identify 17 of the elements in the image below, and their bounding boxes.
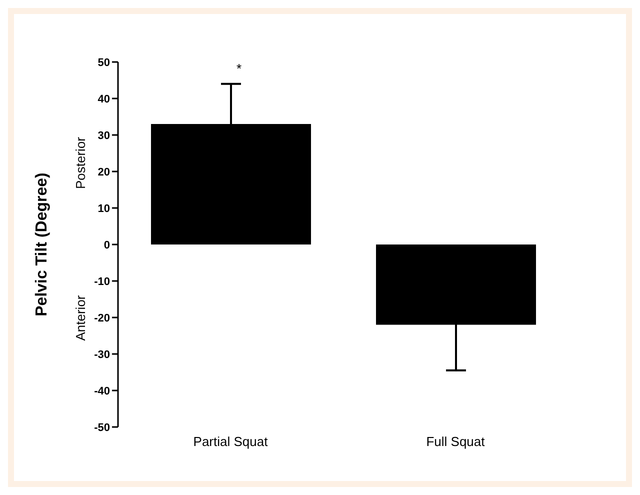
y-tick-label: 50 <box>98 56 110 69</box>
y-tick-label: -10 <box>94 276 110 288</box>
y-tick-label: -20 <box>94 312 110 324</box>
annotation: * <box>235 60 243 76</box>
y-tick-label: 0 <box>104 239 110 252</box>
y-tick-label: 30 <box>98 130 110 142</box>
x-tick-label: Partial Squat <box>193 434 268 450</box>
y-tick-label: 40 <box>98 93 110 106</box>
y-tick-label: -40 <box>94 385 110 398</box>
y-tick-label: -30 <box>94 348 110 361</box>
text: Posterior <box>72 136 88 190</box>
x-tick-label: Full Squat <box>426 434 486 450</box>
y-tick-label: 10 <box>98 202 110 215</box>
text: Anterior <box>72 295 88 341</box>
y-tick-label: 20 <box>98 166 110 178</box>
y-tick-label: -50 <box>94 422 110 434</box>
y-axis-title: Pelvic Tilt (Degree) <box>34 172 51 316</box>
